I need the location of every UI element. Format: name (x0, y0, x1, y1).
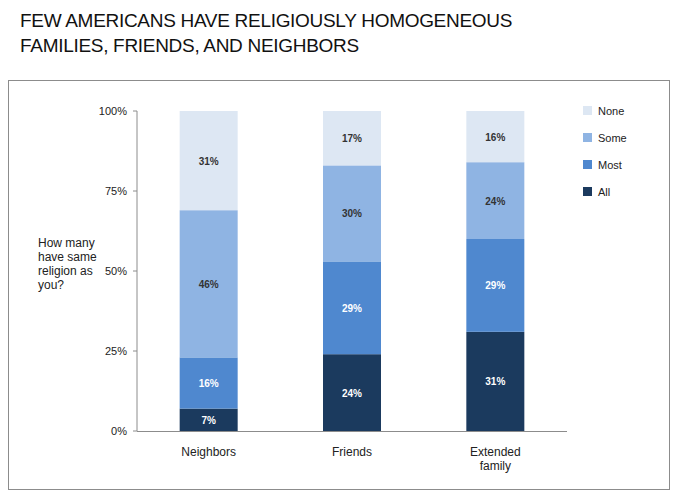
data-label: 29% (485, 280, 505, 291)
title: FEW AMERICANS HAVE RELIGIOUSLY HOMOGENEO… (20, 8, 560, 58)
data-label: 31% (199, 156, 219, 167)
legend: None Some Most All (583, 105, 627, 198)
bar-segment (323, 111, 381, 165)
y-tick (133, 191, 137, 192)
y-axis (137, 111, 138, 431)
data-label: 46% (199, 279, 219, 290)
bar-segment (323, 165, 381, 261)
bar-segment (180, 357, 238, 408)
y-tick-label: 50% (105, 265, 127, 277)
data-label: 7% (201, 415, 216, 426)
x-tick-label: Friends (332, 445, 372, 459)
x-tick-label: Neighbors (181, 445, 236, 459)
data-label: 24% (342, 388, 362, 399)
data-label: 29% (342, 303, 362, 314)
chart: 0% 25% 50% 75% 100% How manyhave samereligion… (0, 0, 677, 499)
bar-segment (180, 210, 238, 357)
legend-swatch (583, 106, 592, 115)
bar-segment (180, 409, 238, 431)
legend-swatch (583, 133, 592, 142)
data-label: 30% (342, 208, 362, 219)
frame (9, 81, 670, 490)
legend-label: None (598, 105, 624, 117)
y-tick (133, 271, 137, 272)
bar-segment (180, 111, 238, 210)
x-tick-label: Extendedfamily (470, 445, 521, 473)
legend-label: Most (598, 159, 622, 171)
legend-label: All (598, 186, 610, 198)
legend-label: Some (598, 132, 627, 144)
bar-segment (466, 239, 524, 332)
data-label: 17% (342, 133, 362, 144)
data-label: 16% (199, 378, 219, 389)
y-tick (133, 351, 137, 352)
x-axis (137, 431, 567, 432)
y-tick (133, 431, 137, 432)
y-tick (133, 111, 137, 112)
data-label: 31% (485, 376, 505, 387)
bar-segment (466, 111, 524, 162)
y-tick-label: 75% (105, 185, 127, 197)
data-label: 24% (485, 196, 505, 207)
bar-segment (323, 261, 381, 354)
y-axis-label: How manyhave samereligion asyou? (38, 236, 97, 292)
data-label: 16% (485, 132, 505, 143)
bar-segment (323, 354, 381, 431)
legend-swatch (583, 160, 592, 169)
bar-segment (466, 162, 524, 239)
y-tick-label: 0% (111, 425, 127, 437)
bar-segment (466, 332, 524, 431)
y-tick-label: 100% (99, 105, 127, 117)
y-tick-label: 25% (105, 345, 127, 357)
legend-swatch (583, 187, 592, 196)
